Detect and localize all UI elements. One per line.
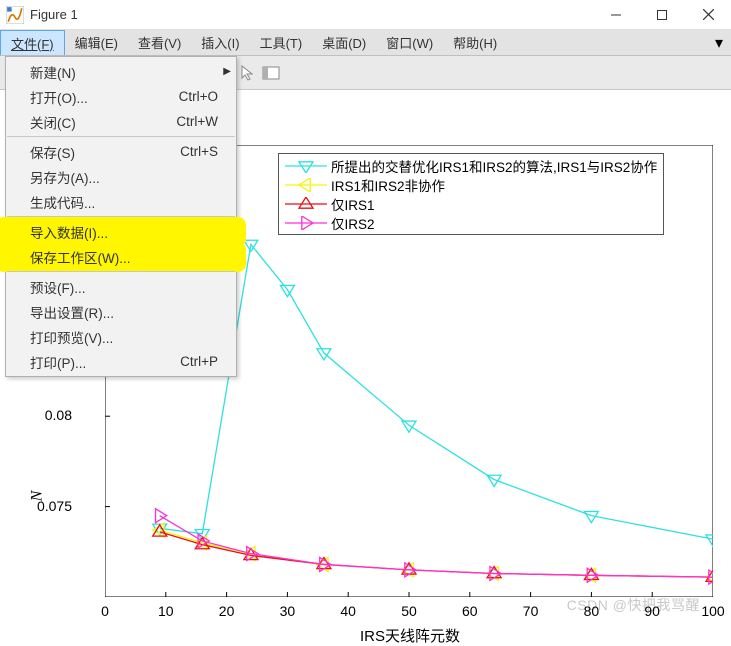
x-tick: 30 — [267, 603, 307, 619]
menu-tools[interactable]: 工具(T) — [250, 30, 313, 55]
y-tick: 0.075 — [12, 498, 72, 514]
menu-window[interactable]: 窗口(W) — [376, 30, 443, 55]
menuitem-v[interactable]: 打印预览(V)... — [6, 324, 236, 349]
menuitem-o[interactable]: 打开(O)...Ctrl+O — [6, 84, 236, 109]
x-tick: 10 — [146, 603, 186, 619]
menu-file[interactable]: 文件(F) — [0, 30, 65, 55]
menu-view[interactable]: 查看(V) — [128, 30, 191, 55]
app-logo-icon — [6, 6, 24, 24]
menuitem-p[interactable]: 打印(P)...Ctrl+P — [6, 349, 236, 374]
menuitem-s[interactable]: 保存(S)Ctrl+S — [6, 139, 236, 164]
x-tick: 60 — [450, 603, 490, 619]
x-tick: 90 — [632, 603, 672, 619]
pointer-icon[interactable] — [240, 65, 256, 81]
legend-item: 仅IRS2 — [285, 213, 657, 232]
menuitem-r[interactable]: 导出设置(R)... — [6, 299, 236, 324]
x-tick: 0 — [85, 603, 125, 619]
menuitem-[interactable]: 生成代码... — [6, 189, 236, 214]
legend-item: 仅IRS1 — [285, 194, 657, 213]
y-tick: 0.08 — [12, 407, 72, 423]
menu-bar: 文件(F) 编辑(E) 查看(V) 插入(I) 工具(T) 桌面(D) 窗口(W… — [0, 30, 731, 56]
menuitem-n[interactable]: 新建(N)▶ — [6, 59, 236, 84]
x-axis-label: IRS天线阵元数 — [360, 625, 460, 646]
properties-icon[interactable] — [262, 65, 280, 81]
menu-edit[interactable]: 编辑(E) — [65, 30, 128, 55]
close-button[interactable] — [685, 0, 731, 30]
menu-desktop[interactable]: 桌面(D) — [312, 30, 376, 55]
menuitem-i[interactable]: 导入数据(I)... — [6, 219, 236, 244]
menuitem-a[interactable]: 另存为(A)... — [6, 164, 236, 189]
x-tick: 50 — [389, 603, 429, 619]
x-tick: 100 — [693, 603, 731, 619]
maximize-button[interactable] — [639, 0, 685, 30]
legend-item: 所提出的交替优化IRS1和IRS2的算法,IRS1与IRS2协作 — [285, 156, 657, 175]
menu-help[interactable]: 帮助(H) — [443, 30, 507, 55]
chart-legend: 所提出的交替优化IRS1和IRS2的算法,IRS1与IRS2协作IRS1和IRS… — [278, 153, 664, 235]
x-tick: 40 — [328, 603, 368, 619]
menu-insert[interactable]: 插入(I) — [191, 30, 249, 55]
title-bar: Figure 1 — [0, 0, 731, 30]
x-tick: 70 — [511, 603, 551, 619]
minimize-button[interactable] — [593, 0, 639, 30]
x-tick: 20 — [207, 603, 247, 619]
x-tick: 80 — [571, 603, 611, 619]
menuitem-c[interactable]: 关闭(C)Ctrl+W — [6, 109, 236, 134]
menuitem-w[interactable]: 保存工作区(W)... — [6, 244, 236, 269]
toolbar-dropdown-icon[interactable]: ▾ — [707, 30, 731, 55]
file-dropdown: 新建(N)▶打开(O)...Ctrl+O关闭(C)Ctrl+W 保存(S)Ctrl… — [5, 56, 237, 377]
legend-item: IRS1和IRS2非协作 — [285, 175, 657, 194]
menuitem-f[interactable]: 预设(F)... — [6, 274, 236, 299]
window-title: Figure 1 — [30, 7, 593, 22]
